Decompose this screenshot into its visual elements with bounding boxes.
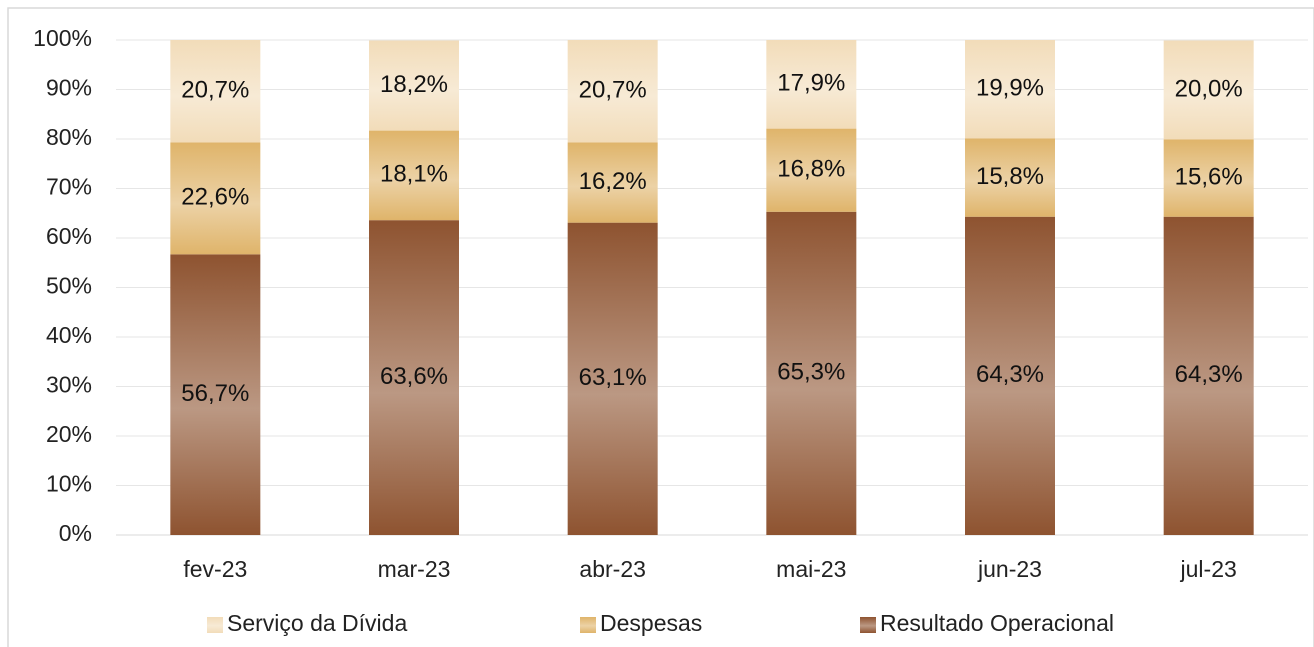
bar-segment bbox=[369, 130, 459, 221]
legend-swatch bbox=[860, 617, 876, 633]
legend-swatch bbox=[580, 617, 596, 633]
bar-segment bbox=[369, 220, 459, 535]
y-tick-label: 40% bbox=[46, 322, 92, 348]
bar-segment bbox=[1163, 40, 1254, 140]
data-label: 56,7% bbox=[181, 380, 249, 407]
bar-segment bbox=[965, 216, 1055, 535]
bar-segment bbox=[1163, 139, 1254, 217]
data-label: 22,6% bbox=[181, 184, 249, 211]
y-tick-label: 10% bbox=[46, 471, 92, 497]
data-label: 18,1% bbox=[380, 161, 448, 188]
data-label: 16,8% bbox=[777, 156, 845, 183]
bar-segment bbox=[170, 142, 261, 255]
bar-segment bbox=[965, 138, 1055, 217]
bar-segment bbox=[766, 211, 857, 535]
data-label: 19,9% bbox=[976, 75, 1044, 102]
y-tick-label: 100% bbox=[33, 25, 92, 51]
x-tick-label: jun-23 bbox=[977, 556, 1042, 582]
x-tick-label: fev-23 bbox=[183, 556, 247, 582]
bar-segment bbox=[567, 222, 658, 535]
y-tick-label: 70% bbox=[46, 174, 92, 200]
data-label: 15,6% bbox=[1175, 163, 1243, 190]
bar-segment bbox=[766, 128, 857, 212]
data-label: 20,0% bbox=[1175, 75, 1243, 102]
y-tick-label: 60% bbox=[46, 223, 92, 249]
x-tick-label: mar-23 bbox=[378, 556, 451, 582]
bar-segment bbox=[369, 40, 459, 131]
x-tick-label: mai-23 bbox=[776, 556, 846, 582]
bar-segment bbox=[965, 40, 1055, 139]
data-label: 65,3% bbox=[777, 359, 845, 386]
x-tick-label: abr-23 bbox=[579, 556, 645, 582]
data-label: 15,8% bbox=[976, 163, 1044, 190]
data-label: 16,2% bbox=[579, 168, 647, 195]
bar-segment bbox=[766, 40, 857, 129]
bar-segment bbox=[567, 142, 658, 223]
legend-label: Despesas bbox=[600, 610, 702, 636]
y-tick-label: 90% bbox=[46, 75, 92, 101]
data-label: 17,9% bbox=[777, 70, 845, 97]
data-label: 63,6% bbox=[380, 363, 448, 390]
y-tick-label: 50% bbox=[46, 273, 92, 299]
y-tick-label: 80% bbox=[46, 124, 92, 150]
legend-swatch bbox=[207, 617, 223, 633]
data-label: 20,7% bbox=[181, 77, 249, 104]
x-tick-label: jul-23 bbox=[1180, 556, 1237, 582]
bar-segment bbox=[567, 40, 658, 143]
legend-label: Resultado Operacional bbox=[880, 610, 1114, 636]
chart-frame bbox=[7, 7, 1314, 647]
data-label: 18,2% bbox=[380, 71, 448, 98]
data-label: 64,3% bbox=[976, 361, 1044, 388]
y-tick-label: 20% bbox=[46, 421, 92, 447]
y-tick-label: 30% bbox=[46, 372, 92, 398]
bar-segment bbox=[170, 254, 261, 535]
y-tick-label: 0% bbox=[59, 520, 92, 546]
legend-label: Serviço da Dívida bbox=[227, 610, 407, 636]
data-label: 64,3% bbox=[1175, 361, 1243, 388]
data-label: 20,7% bbox=[579, 77, 647, 104]
bar-segment bbox=[1163, 216, 1254, 535]
data-label: 63,1% bbox=[579, 364, 647, 391]
bar-segment bbox=[170, 40, 261, 143]
